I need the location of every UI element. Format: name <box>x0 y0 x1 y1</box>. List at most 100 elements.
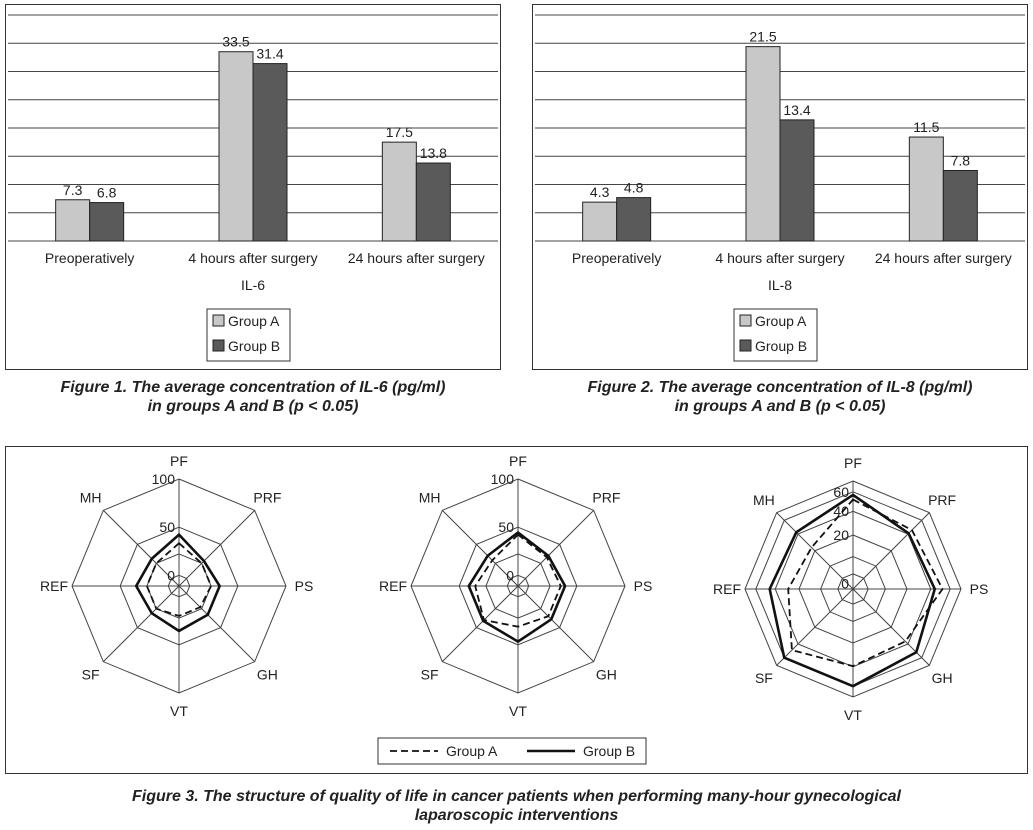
qol-radar-3-axis-label: GH <box>932 670 953 686</box>
qol-radar-3-axis-label: REF <box>713 581 741 597</box>
il6-data-label: 6.8 <box>97 185 117 201</box>
qol-radar-2-tick-label: 0 <box>506 567 514 583</box>
il8-axis-label: IL-8 <box>768 277 792 293</box>
qol-radar-3-series-group-a <box>787 498 944 668</box>
qol-radar-2-axis-label: PF <box>509 453 527 469</box>
qol-radar-1-tick-label: 0 <box>167 567 175 583</box>
il8-data-label: 13.4 <box>783 102 810 118</box>
figure-3-caption-line-2: laparoscopic interventions <box>414 807 619 824</box>
il8-bar-group-a <box>745 46 781 242</box>
il6-bar-group-b <box>415 162 451 242</box>
il8-data-label: 4.8 <box>624 180 644 196</box>
il8-bar-group-a <box>908 136 944 242</box>
figure-3-caption: Figure 3. The structure of quality of li… <box>5 787 1028 825</box>
il8-legend-swatch <box>739 339 752 352</box>
qol-radar-1-spoke <box>178 585 256 663</box>
qol-radar-2-series-group-b <box>467 530 567 644</box>
figure-1-caption: Figure 1. The average concentration of I… <box>5 378 501 416</box>
qol-radar-1-spoke <box>102 585 180 663</box>
il8-legend-swatch <box>739 314 752 327</box>
qol-radar-1-series-group-b <box>134 532 222 633</box>
il8-bar-group-b <box>942 169 978 242</box>
qol-radar-1-axis-label: PRF <box>253 490 281 506</box>
qol-radar-2-tick-label: 50 <box>498 519 514 535</box>
qol-radar-1-tick-label: 50 <box>159 519 175 535</box>
quality-of-life-radar-charts: 0 50 100 PF PRF PS GH VT SF REF MH 0 50 100 PF PRF PS GH V… <box>40 453 989 765</box>
qol-radar-3-spoke <box>776 512 854 590</box>
il6-data-label: 33.5 <box>222 34 249 50</box>
figure-3-caption-line-1: Figure 3. The structure of quality of li… <box>131 788 901 805</box>
il8-legend-label: Group B <box>755 338 807 354</box>
il6-bar-group-a <box>218 51 254 242</box>
qol-radar-3-axis-label: PRF <box>928 492 956 508</box>
qol-radar-1-axis-label: REF <box>40 578 68 594</box>
il6-bar-group-a <box>381 141 417 242</box>
il6-legend-swatch <box>212 339 225 352</box>
figure-1-caption-line-1: Figure 1. The average concentration of I… <box>60 379 446 396</box>
il6-legend-swatch <box>212 314 225 327</box>
il6-category-label: 24 hours after surgery <box>348 250 485 266</box>
il8-data-label: 21.5 <box>749 29 776 45</box>
qol-radar-3-tick-label: 60 <box>833 484 849 500</box>
qol-radar-1-axis-label: VT <box>170 703 188 719</box>
qol-radar-2-axis-label: GH <box>596 666 617 682</box>
il8-data-label: 11.5 <box>913 119 939 135</box>
il6-data-label: 13.8 <box>420 145 447 161</box>
il8-bar-group-a <box>582 201 618 242</box>
il8-category-label: 24 hours after surgery <box>875 250 1012 266</box>
il6-data-label: 17.5 <box>386 124 413 140</box>
qol-legend: Group A Group B <box>377 737 647 765</box>
figure-2-caption-line-1: Figure 2. The average concentration of I… <box>587 379 973 396</box>
qol-radar-3-tick-label: 0 <box>841 576 849 592</box>
il8-bar-chart: 4.3 4.8 Preoperatively 21.5 13.4 4 hours afte… <box>535 14 1025 362</box>
figure-1-caption-line-2: in groups A and B (p < 0.05) <box>147 398 359 415</box>
il8-bar-group-b <box>616 197 652 242</box>
il6-legend-label: Group B <box>228 338 280 354</box>
qol-radar-2-axis-label: REF <box>379 578 407 594</box>
il8-bar-group-b <box>779 119 815 242</box>
qol-radar-2-axis-label: SF <box>421 666 439 682</box>
qol-radar-2-spoke <box>517 585 595 663</box>
qol-radar-1-axis-label: SF <box>82 666 100 682</box>
qol-radar-1-axis-label: GH <box>257 666 278 682</box>
quality-of-life-panel: 0 50 100 PF PRF PS GH VT SF REF MH 0 50 100 PF PRF PS GH V… <box>5 446 1028 774</box>
figure-2-caption: Figure 2. The average concentration of I… <box>532 378 1028 416</box>
qol-radar-1-tick-label: 100 <box>152 471 176 487</box>
qol-radar-2-spoke <box>517 509 595 587</box>
qol-radar-1-spoke <box>178 509 256 587</box>
qol-radar-3-axis-label: MH <box>753 492 775 508</box>
qol-radar-3-axis-label: PF <box>844 455 862 471</box>
il6-category-label: 4 hours after surgery <box>188 250 317 266</box>
qol-radar-3-tick-label: 20 <box>833 527 849 543</box>
qol-legend-label: Group B <box>583 743 635 759</box>
qol-radar-3-spoke <box>852 512 930 590</box>
il6-axis-label: IL-6 <box>241 277 265 293</box>
qol-legend-label: Group A <box>446 743 498 759</box>
il6-category-label: Preoperatively <box>45 250 135 266</box>
qol-radar-1-spoke <box>102 509 180 587</box>
qol-radar-3-spoke <box>776 588 854 666</box>
il6-data-label: 7.3 <box>63 182 83 198</box>
il6-bar-chart: 7.3 6.8 Preoperatively 33.5 31.4 4 hours afte… <box>8 14 498 362</box>
qol-radar-3-axis-label: VT <box>844 707 862 723</box>
figure-2-caption-line-2: in groups A and B (p < 0.05) <box>674 398 886 415</box>
il8-category-label: Preoperatively <box>572 250 662 266</box>
qol-radar-2-axis-label: MH <box>419 490 441 506</box>
qol-radar-1-axis-label: MH <box>80 490 102 506</box>
il6-chart-panel: 7.3 6.8 Preoperatively 33.5 31.4 4 hours afte… <box>5 4 501 370</box>
qol-radar-3-axis-label: PS <box>970 581 989 597</box>
il8-category-label: 4 hours after surgery <box>715 250 844 266</box>
qol-radar-2-spoke <box>441 585 519 663</box>
qol-radar-2-spoke <box>441 509 519 587</box>
il6-legend: Group A Group B <box>206 308 291 362</box>
qol-legend-box <box>377 737 647 765</box>
qol-radar-1-axis-label: PS <box>295 578 314 594</box>
il6-legend-label: Group A <box>228 313 280 329</box>
qol-radar-2-series-group-a <box>474 533 562 628</box>
il6-data-label: 31.4 <box>256 46 283 62</box>
qol-radar-3-spoke <box>852 588 930 666</box>
il6-bar-group-b <box>252 63 288 242</box>
il6-bar-group-b <box>89 202 125 242</box>
il8-legend-label: Group A <box>755 313 807 329</box>
il8-legend-box <box>733 308 818 362</box>
